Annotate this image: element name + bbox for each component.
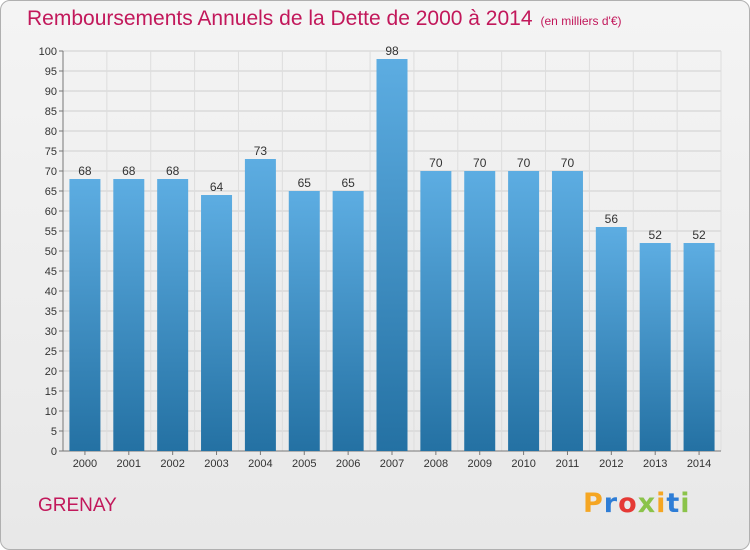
data-label: 98 <box>385 44 399 58</box>
data-label: 52 <box>692 228 706 242</box>
data-label: 70 <box>429 156 443 170</box>
y-tick-label: 85 <box>45 106 57 118</box>
y-tick-label: 95 <box>45 66 57 78</box>
x-tick-label: 2014 <box>687 458 711 470</box>
brand-letter: i <box>680 488 691 519</box>
bar-2005 <box>288 191 320 451</box>
labels: 0 5 10 15 20 25 30 35 40 45 50 55 60 65 70 75 80 85 90 95 10… <box>39 44 712 470</box>
x-tick-label: 2012 <box>599 458 623 470</box>
brand-letter: P <box>583 488 604 519</box>
brand-letter: r <box>603 488 619 519</box>
x-tick-label: 2005 <box>292 458 316 470</box>
x-tick-label: 2004 <box>248 458 272 470</box>
proxiti-logo[interactable]: Proxiti <box>583 488 691 519</box>
commune-name: GRENAY <box>38 495 117 516</box>
x-tick-label: 2001 <box>117 458 141 470</box>
y-tick-label: 10 <box>45 406 57 418</box>
bar-2012 <box>595 227 627 451</box>
y-tick-label: 40 <box>45 286 57 298</box>
data-label: 70 <box>517 156 531 170</box>
chart-title: Remboursements Annuels de la Dette de 20… <box>27 7 622 31</box>
chart-subtitle: (en milliers d'€) <box>540 14 622 28</box>
bar-2011 <box>551 171 583 451</box>
y-tick-label: 100 <box>39 46 57 58</box>
y-tick-label: 80 <box>45 126 57 138</box>
y-tick-label: 45 <box>45 266 57 278</box>
x-tick-label: 2008 <box>424 458 448 470</box>
brand-letter: x <box>637 488 657 519</box>
x-tick-label: 2002 <box>160 458 184 470</box>
data-label: 56 <box>605 212 619 226</box>
bar-2010 <box>508 171 540 451</box>
x-tick-label: 2006 <box>336 458 360 470</box>
data-label: 70 <box>561 156 575 170</box>
x-tick-label: 2010 <box>511 458 535 470</box>
x-tick-label: 2007 <box>380 458 404 470</box>
bar-2002 <box>157 179 189 451</box>
y-tick-label: 20 <box>45 366 57 378</box>
y-tick-label: 50 <box>45 246 57 258</box>
data-label: 68 <box>166 164 180 178</box>
data-label: 73 <box>254 144 268 158</box>
x-tick-label: 2011 <box>556 458 580 470</box>
bar-2013 <box>639 243 671 451</box>
data-label: 70 <box>473 156 487 170</box>
bar-2006 <box>332 191 364 451</box>
data-label: 65 <box>341 176 355 190</box>
bar-2003 <box>201 195 233 451</box>
bar-2001 <box>113 179 145 451</box>
bars <box>69 59 715 451</box>
x-tick-label: 2009 <box>467 458 491 470</box>
brand-letter: o <box>618 488 638 519</box>
data-label: 64 <box>210 180 224 194</box>
data-label: 68 <box>122 164 136 178</box>
y-tick-label: 30 <box>45 326 57 338</box>
y-tick-label: 5 <box>51 426 57 438</box>
data-label: 68 <box>78 164 92 178</box>
data-label: 65 <box>298 176 312 190</box>
y-tick-label: 55 <box>45 226 57 238</box>
y-tick-label: 35 <box>45 306 57 318</box>
bar-2014 <box>683 243 715 451</box>
y-tick-label: 65 <box>45 186 57 198</box>
x-tick-label: 2013 <box>643 458 667 470</box>
y-tick-label: 60 <box>45 206 57 218</box>
bar-2008 <box>420 171 452 451</box>
chart-title-text: Remboursements Annuels de la Dette de 20… <box>27 7 533 30</box>
y-tick-label: 75 <box>45 146 57 158</box>
x-tick-label: 2003 <box>204 458 228 470</box>
data-label: 52 <box>649 228 663 242</box>
brand-letter: t <box>666 488 681 519</box>
y-tick-label: 0 <box>51 446 57 458</box>
y-tick-label: 15 <box>45 386 57 398</box>
brand-letter: i <box>656 488 667 519</box>
y-tick-label: 25 <box>45 346 57 358</box>
bar-2009 <box>464 171 496 451</box>
x-tick-label: 2000 <box>73 458 97 470</box>
bar-2004 <box>244 159 276 451</box>
y-tick-label: 70 <box>45 166 57 178</box>
bar-2000 <box>69 179 101 451</box>
bar-2007 <box>376 59 408 451</box>
y-tick-label: 90 <box>45 86 57 98</box>
